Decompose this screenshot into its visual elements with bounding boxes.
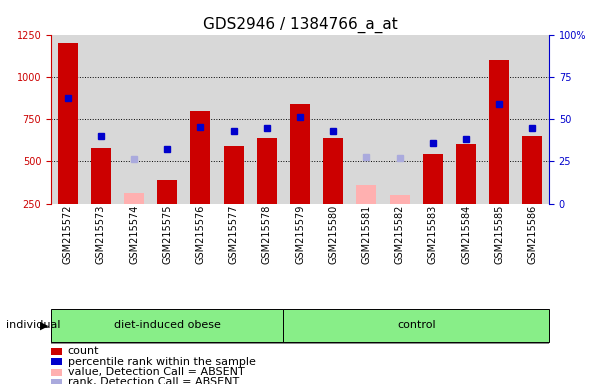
Bar xyxy=(124,194,144,204)
Bar xyxy=(389,195,410,204)
Bar xyxy=(190,111,211,204)
Bar xyxy=(523,136,542,204)
Bar xyxy=(456,144,476,204)
Bar xyxy=(423,154,443,204)
Text: diet-induced obese: diet-induced obese xyxy=(114,320,221,331)
Bar xyxy=(91,148,111,204)
Text: count: count xyxy=(68,346,100,356)
Bar xyxy=(489,60,509,204)
Bar xyxy=(323,137,343,204)
Text: control: control xyxy=(397,320,436,331)
Text: percentile rank within the sample: percentile rank within the sample xyxy=(68,357,256,367)
Bar xyxy=(290,104,310,204)
Bar xyxy=(224,146,244,204)
Text: ▶: ▶ xyxy=(40,320,48,331)
Bar xyxy=(58,43,77,204)
Text: value, Detection Call = ABSENT: value, Detection Call = ABSENT xyxy=(68,367,245,377)
Bar xyxy=(157,180,177,204)
Bar xyxy=(257,137,277,204)
Title: GDS2946 / 1384766_a_at: GDS2946 / 1384766_a_at xyxy=(203,17,397,33)
Text: individual: individual xyxy=(6,320,61,331)
Text: rank, Detection Call = ABSENT: rank, Detection Call = ABSENT xyxy=(68,377,239,384)
Bar xyxy=(356,185,376,204)
